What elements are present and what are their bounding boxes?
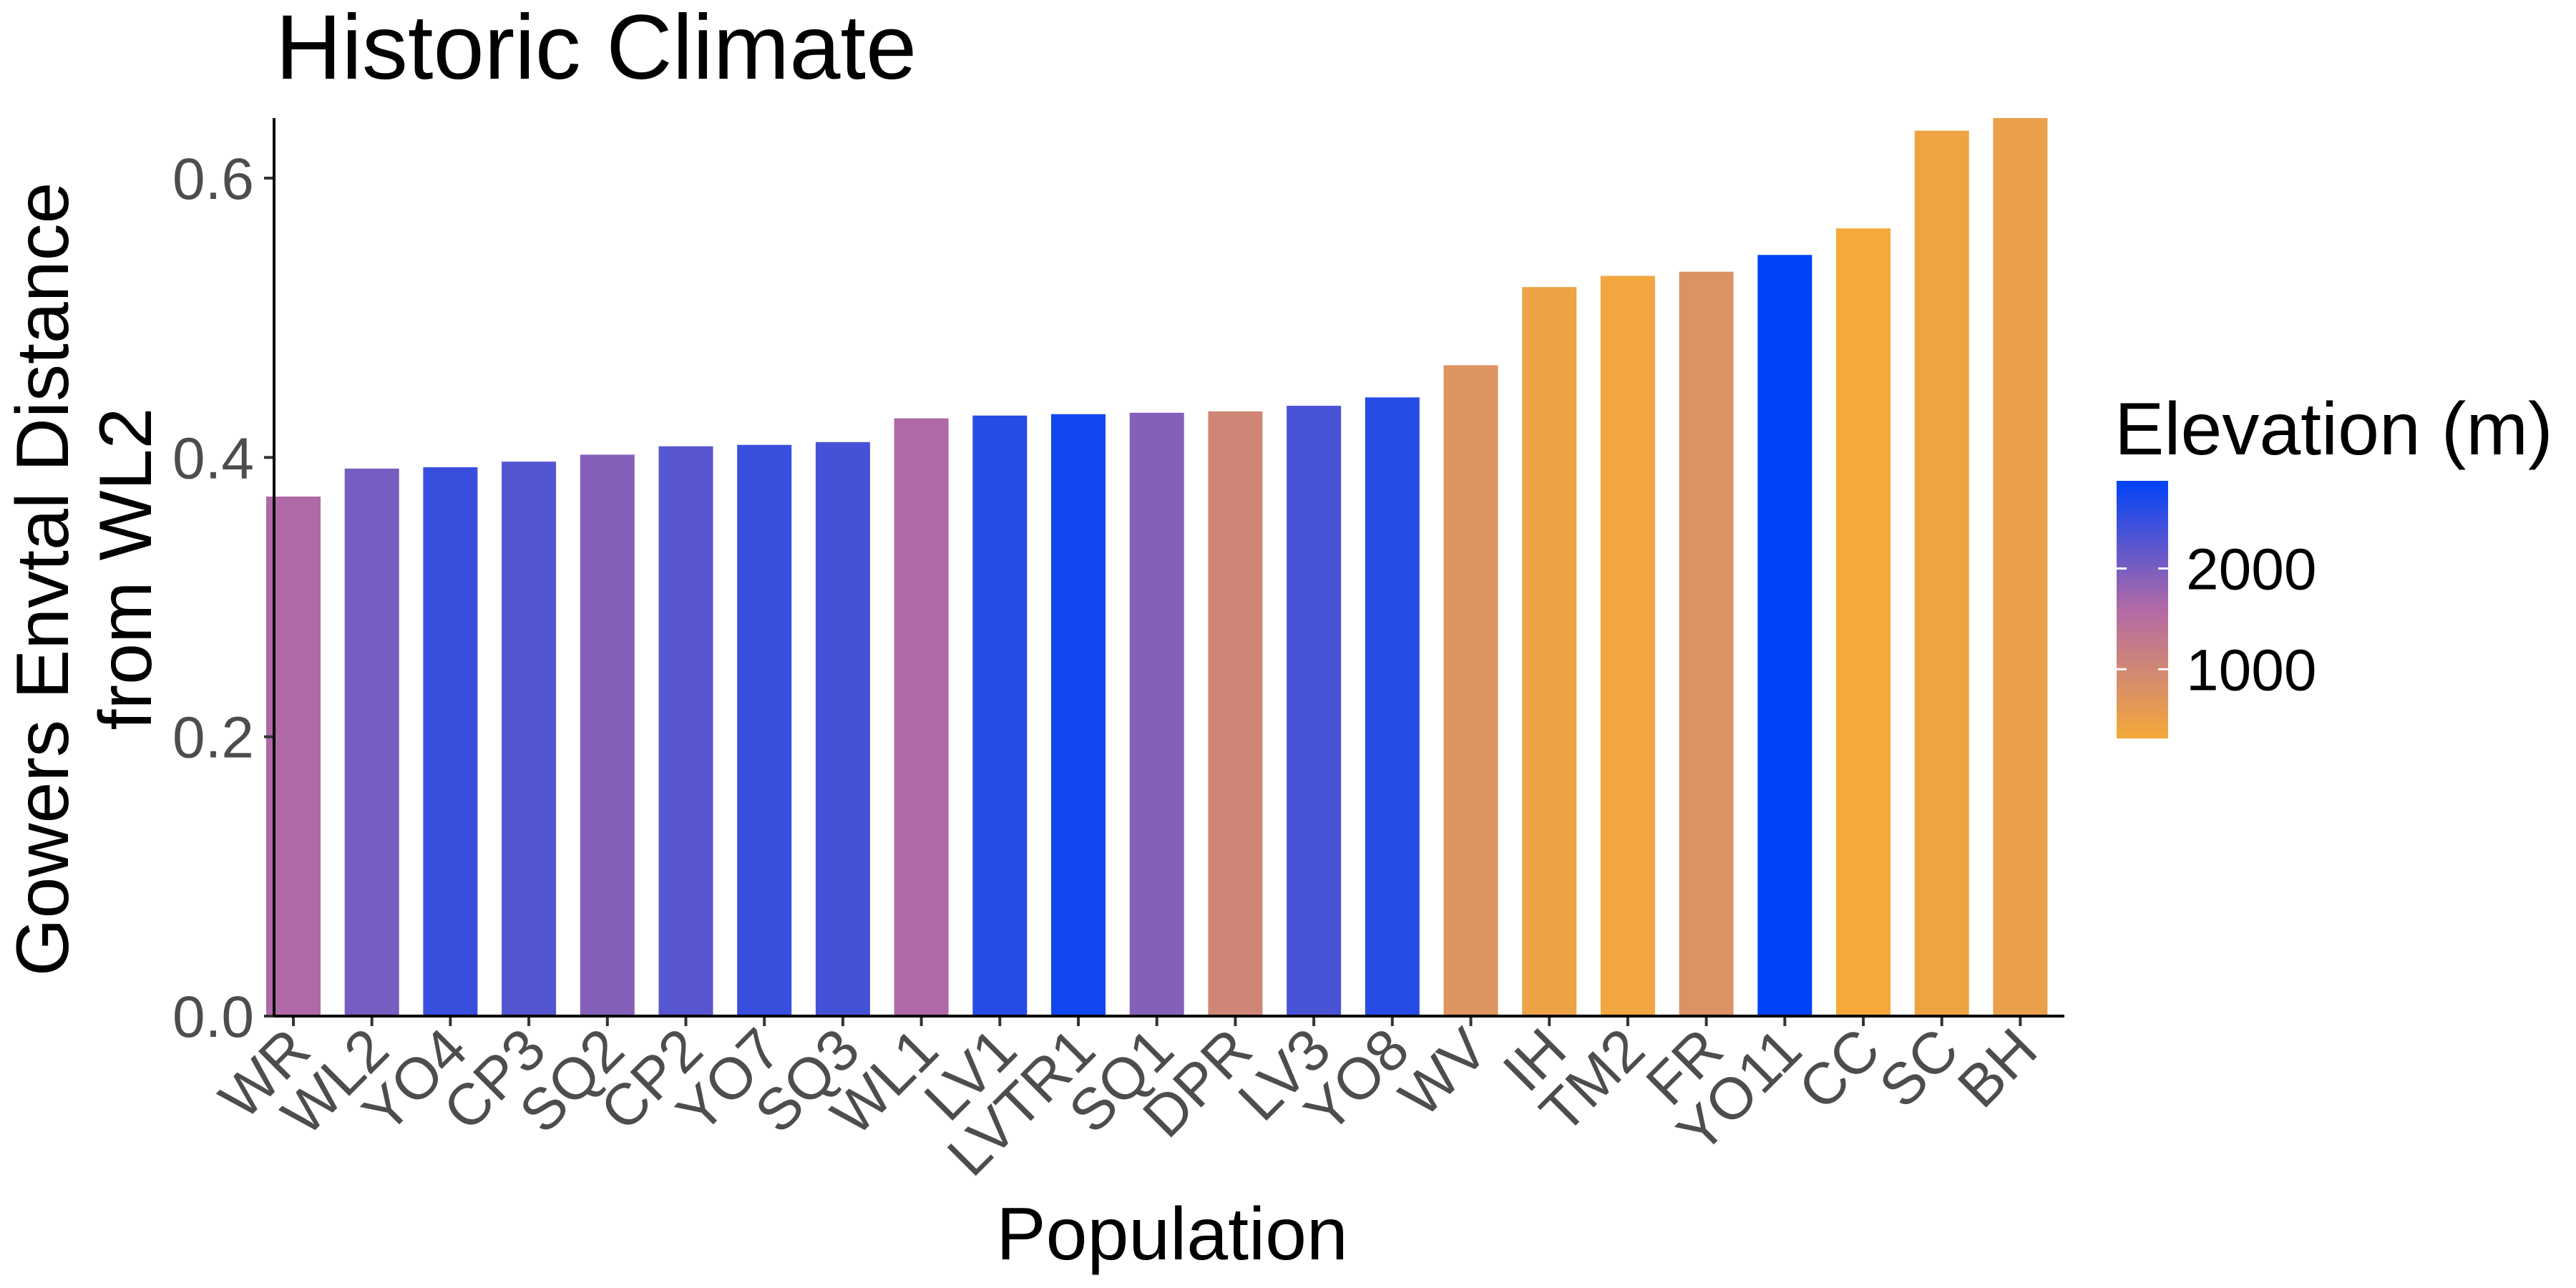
y-axis-title-line-1: Gowers Envtal Distance — [1, 182, 84, 977]
legend-title: Elevation (m) — [2114, 388, 2553, 471]
y-ticks-group: 0.0 0.2 0.4 0.6 — [172, 147, 274, 1050]
bar-bh — [1993, 118, 2048, 1016]
bar-lv3 — [1287, 406, 1342, 1016]
y-tick-label: 0.4 — [172, 426, 254, 491]
legend-tick-label: 1000 — [2186, 638, 2316, 703]
x-ticks-group: WRWL2YO4CP3SQ2CP2YO7SQ3WL1LV1LVTR1SQ1DPR… — [208, 1016, 2049, 1189]
bar-yo11 — [1757, 255, 1813, 1016]
y-tick-label: 0.2 — [172, 706, 254, 771]
bar-sq2 — [580, 454, 635, 1016]
bar-wl1 — [894, 418, 949, 1016]
x-tick-label: BH — [1946, 1016, 2049, 1120]
legend-ticks-group: 2000 1000 — [2117, 537, 2316, 703]
bar-tm2 — [1600, 275, 1655, 1016]
bar-cp3 — [502, 462, 557, 1016]
x-tick-label: WV — [1387, 1016, 1500, 1129]
bar-yo8 — [1365, 397, 1420, 1016]
bar-lv1 — [972, 415, 1028, 1016]
bar-yo7 — [737, 444, 792, 1016]
y-tick-label: 0.6 — [172, 147, 254, 212]
bar-fr — [1679, 271, 1734, 1016]
bars-group — [266, 118, 2048, 1017]
y-tick-label: 0.0 — [172, 985, 254, 1050]
bar-sq1 — [1129, 412, 1184, 1016]
legend-tick-label: 2000 — [2186, 537, 2316, 602]
bar-cc — [1836, 228, 1890, 1016]
bar-wl2 — [344, 468, 399, 1016]
legend-color-bar — [2117, 481, 2168, 738]
bar-sc — [1914, 130, 1969, 1016]
bar-ih — [1522, 287, 1577, 1017]
bar-yo4 — [423, 467, 478, 1016]
bar-lvtr1 — [1051, 414, 1106, 1016]
chart-title: Historic Climate — [275, 0, 917, 99]
color-legend: Elevation (m) 2000 1000 — [2114, 388, 2553, 738]
bar-wv — [1443, 365, 1498, 1016]
y-axis-title-line-2: from WL2 — [84, 408, 167, 731]
bar-dpr — [1208, 411, 1263, 1016]
bar-sq3 — [815, 441, 870, 1016]
bar-cp2 — [658, 446, 713, 1016]
y-axis-title: Gowers Envtal Distance from WL2 — [1, 162, 167, 977]
x-axis-title: Population — [996, 1193, 1348, 1276]
